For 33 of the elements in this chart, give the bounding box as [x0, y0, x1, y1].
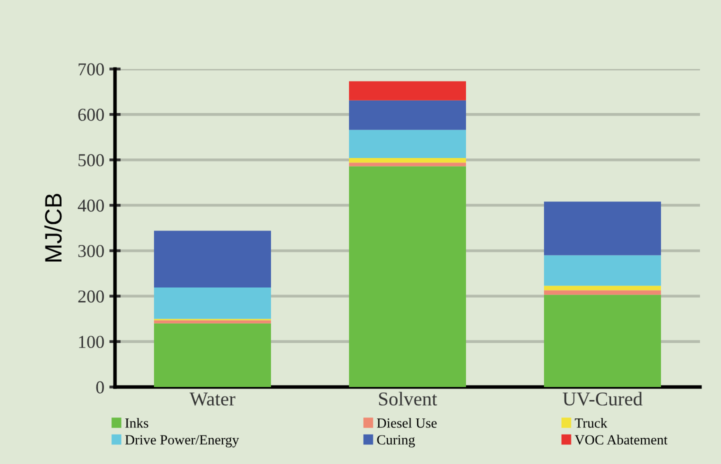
- x-tick-label: Solvent: [379, 392, 438, 406]
- bar: [349, 81, 466, 100]
- bar: [349, 162, 466, 166]
- bar: [154, 288, 271, 319]
- legend-label: Drive Power/Energy: [125, 435, 240, 448]
- x-tick-label: UV-Cured: [562, 392, 642, 406]
- y-axis-title: MJ/CB: [44, 194, 62, 262]
- y-tick-label: 0: [96, 381, 104, 394]
- bar: [349, 130, 466, 158]
- bar: [154, 230, 271, 288]
- y-tick-label: 300: [78, 244, 104, 258]
- bar: [349, 166, 466, 387]
- y-tick-label: 700: [78, 63, 104, 76]
- bar: [349, 100, 466, 130]
- bar: [154, 320, 271, 324]
- y-tick-label: 500: [78, 154, 104, 166]
- bar: [349, 158, 466, 163]
- y-tick-label: 200: [78, 290, 104, 303]
- legend-label: VOC Abatement: [574, 434, 668, 445]
- bar: [544, 286, 661, 290]
- legend-label: Curing: [377, 435, 415, 448]
- legend-label: Truck: [574, 418, 608, 428]
- bar: [544, 294, 661, 387]
- y-tick-label: 100: [79, 336, 104, 348]
- y-tick-label: 400: [78, 200, 104, 212]
- y-tick-label: 600: [78, 108, 104, 121]
- legend-label: Inks: [125, 418, 148, 428]
- bar: [154, 323, 271, 387]
- bar: [544, 290, 661, 295]
- x-tick-label: Water: [190, 392, 236, 406]
- bar: [544, 255, 661, 286]
- legend-label: Diesel Use: [376, 418, 437, 428]
- bar: [544, 202, 661, 256]
